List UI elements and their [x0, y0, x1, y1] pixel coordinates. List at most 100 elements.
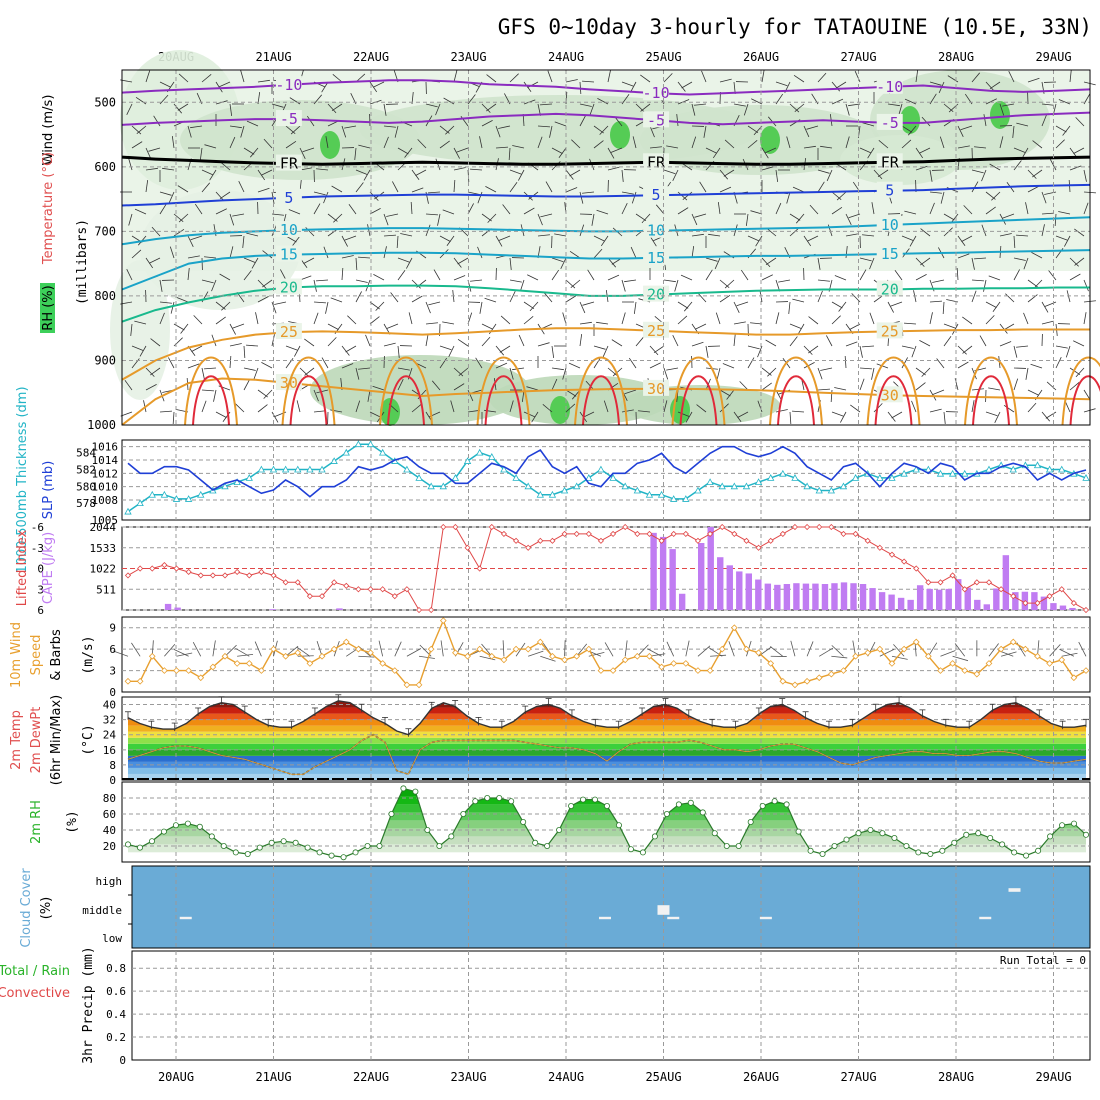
wind-barb — [481, 336, 491, 347]
wind-barb — [257, 404, 268, 413]
wind-barb — [199, 147, 203, 160]
wind-marker — [621, 656, 629, 664]
wind-barb — [204, 256, 217, 259]
wind-barb — [672, 169, 679, 181]
wind-barb — [851, 293, 861, 303]
top-date-label: 27AUG — [840, 50, 876, 64]
wind-marker — [427, 645, 435, 653]
wind-barb — [775, 169, 779, 182]
wind-barb — [755, 235, 763, 247]
wind-barb — [994, 411, 1001, 423]
wind-barb — [775, 409, 788, 413]
isotherm-label: 25 — [647, 322, 665, 340]
wind-barb — [304, 338, 315, 347]
wind-barb — [705, 269, 713, 281]
rh-panel: 80 60 40 20 2m RH (%) — [29, 781, 1091, 863]
chart-title: GFS 0~10day 3-hourly for TATAOUINE (10.5… — [498, 15, 1092, 39]
wind-barb — [201, 169, 214, 176]
wind-barb — [803, 345, 813, 355]
isotherm-label-bg — [876, 113, 903, 130]
temp-band — [128, 767, 1086, 774]
wind-barb — [611, 339, 623, 347]
wind-barb — [826, 169, 833, 182]
wind-barb — [397, 379, 404, 391]
wind-barb — [915, 165, 928, 171]
isotherm-label-bg — [643, 186, 670, 203]
wind-marker — [403, 681, 411, 689]
wind-barb — [509, 279, 522, 283]
wind-barb — [219, 191, 231, 200]
cape-bar — [821, 584, 829, 610]
wind-barb — [417, 139, 427, 149]
wind-barb — [383, 125, 396, 128]
cape-bar — [678, 593, 686, 610]
cape-bar — [1069, 607, 1076, 610]
cloud-patch — [179, 916, 192, 920]
li-marker — [840, 530, 847, 537]
wind-barb — [630, 246, 637, 259]
wind-barb — [1013, 378, 1019, 391]
wind-barb — [803, 125, 810, 138]
rh-grid — [122, 782, 1090, 862]
wind-barb — [703, 125, 707, 138]
wind-barb — [257, 296, 269, 303]
cape-bar — [964, 587, 971, 610]
wind-marker — [124, 677, 132, 685]
bottom-date-label: 26AUG — [743, 1070, 779, 1084]
wind-barb — [929, 93, 937, 105]
wind-barb — [1027, 77, 1040, 83]
wind-barb — [765, 257, 777, 266]
rh-marker — [592, 796, 599, 803]
rh-tick: 60 — [103, 808, 116, 821]
surface-barb — [296, 646, 311, 657]
wind-barb — [845, 103, 850, 116]
surface-barb — [891, 655, 908, 660]
wind-marker — [161, 667, 168, 674]
wind-barb — [313, 94, 323, 105]
li-marker — [852, 530, 859, 537]
wind-barb — [159, 301, 172, 304]
cape-tick: 1533 — [90, 542, 117, 555]
wind-barb — [333, 213, 343, 223]
wind-barb — [1055, 125, 1067, 133]
wind-barb — [251, 257, 259, 269]
rh-marker — [687, 799, 694, 806]
li-tick: 3 — [37, 583, 44, 596]
wind-barb — [392, 181, 399, 193]
surface-barb — [564, 640, 566, 657]
hot-contour — [289, 375, 328, 426]
wind-barb — [712, 147, 721, 159]
thickness-marker — [1058, 465, 1066, 473]
upper-grid — [121, 69, 1091, 426]
wind-barb — [871, 367, 875, 380]
cape-bar — [1012, 592, 1019, 610]
wind-barb — [873, 169, 883, 180]
wind-barb — [341, 125, 347, 138]
wind-marker — [488, 652, 496, 660]
li-marker — [428, 606, 435, 614]
wind-barb — [699, 181, 707, 193]
precip-grid — [132, 951, 1090, 1060]
thickness-marker — [779, 469, 787, 477]
bottom-date-label: 21AUG — [255, 1070, 291, 1084]
rh-marker — [244, 851, 251, 858]
wind-barb — [848, 103, 861, 107]
li-marker — [246, 572, 253, 579]
isotherm-label: 20 — [647, 286, 665, 304]
cape-side-label: CAPE (J/kg) — [41, 532, 56, 604]
warm-contour — [964, 356, 1018, 426]
cape-bar — [869, 588, 876, 610]
wind-barb — [751, 98, 763, 105]
wind-barb — [1002, 103, 1015, 107]
thickness-marker — [1009, 465, 1017, 473]
wind-barb — [1058, 211, 1071, 215]
precip-tick: 0.8 — [106, 962, 126, 975]
wind-barb — [502, 204, 511, 215]
thickness-marker — [306, 465, 314, 473]
wind-barb — [957, 125, 964, 137]
isotherm-label-bg — [876, 153, 903, 170]
rh-marker — [639, 849, 646, 856]
wind-barb — [682, 191, 693, 201]
wind-barbs-upper — [120, 70, 1096, 425]
rh-marker — [723, 843, 730, 850]
